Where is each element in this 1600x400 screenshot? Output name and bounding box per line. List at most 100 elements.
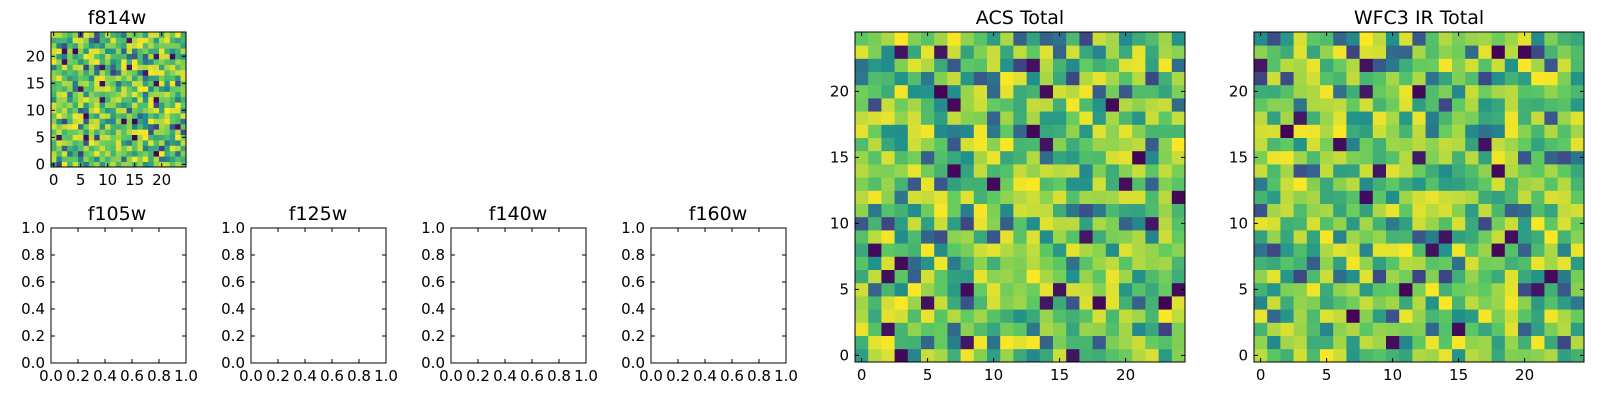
heatmap-cell	[1504, 111, 1519, 125]
heatmap-cell	[1053, 150, 1067, 165]
heatmap-cell	[142, 96, 149, 103]
heatmap-cell	[921, 58, 935, 72]
heatmap-cell	[947, 282, 961, 297]
heatmap-cell	[1000, 256, 1014, 270]
heatmap-cell	[855, 230, 869, 244]
heatmap-cell	[1359, 177, 1374, 191]
heatmap-cell	[83, 64, 90, 71]
heatmap-cell	[1504, 84, 1519, 99]
heatmap-cell	[72, 48, 79, 54]
heatmap-cell	[1132, 58, 1146, 72]
heatmap-cell	[1504, 296, 1519, 310]
heatmap-cell	[1518, 269, 1532, 284]
heatmap-cell	[169, 113, 176, 119]
heatmap-cell	[1105, 269, 1120, 284]
heatmap-cell	[1254, 335, 1268, 350]
x-tick-label: 0	[49, 171, 59, 189]
heatmap-cell	[1438, 164, 1453, 178]
y-tick-label: 0.4	[421, 300, 445, 318]
heatmap-cell	[1359, 32, 1374, 46]
heatmap-cell	[1105, 84, 1120, 99]
heatmap-cell	[1333, 84, 1347, 99]
heatmap-cell	[105, 37, 111, 44]
heatmap-cell	[1465, 282, 1479, 297]
heatmap-cell	[987, 124, 1001, 138]
heatmap-cell	[987, 84, 1001, 99]
heatmap-cell	[1306, 296, 1321, 310]
heatmap-cell	[1171, 335, 1186, 350]
heatmap-cell	[947, 111, 961, 125]
heatmap-cell	[987, 309, 1001, 323]
heatmap-cell	[56, 86, 63, 92]
heatmap-cell	[1372, 45, 1387, 59]
heatmap-cell	[907, 243, 922, 257]
heatmap-cell	[169, 48, 176, 54]
heatmap-cell	[1570, 335, 1585, 350]
heatmap-cell	[907, 32, 922, 46]
heatmap-cell	[121, 69, 127, 76]
heatmap-cell	[1399, 150, 1413, 165]
heatmap-cell	[894, 296, 909, 310]
heatmap-cell	[1293, 230, 1308, 244]
heatmap-cell	[1092, 203, 1107, 218]
heatmap-cell	[1132, 216, 1146, 231]
heatmap-cell	[126, 123, 133, 130]
heatmap-cell	[121, 140, 127, 146]
heatmap-cell	[126, 69, 133, 76]
y-tick-label: 5	[839, 280, 849, 298]
heatmap-cell	[1079, 84, 1093, 99]
heatmap-cell	[1372, 348, 1387, 363]
heatmap-cell	[1465, 230, 1479, 244]
heatmap-cell	[1544, 150, 1558, 165]
heatmap-cell	[1079, 322, 1093, 336]
heatmap-cell	[137, 156, 144, 162]
heatmap-cell	[987, 137, 1001, 152]
heatmap-cell	[1000, 296, 1014, 310]
x-tick-label: 10	[984, 366, 1003, 384]
heatmap-cell	[1145, 203, 1159, 218]
heatmap-cell	[1145, 230, 1159, 244]
heatmap-cell	[1386, 203, 1400, 218]
heatmap-cell	[1066, 243, 1080, 257]
heatmap-cell	[1412, 203, 1426, 218]
heatmap-cell	[1145, 84, 1159, 99]
heatmap-cell	[61, 102, 68, 108]
heatmap-cell	[1000, 230, 1014, 244]
axis-ticks: 0.0 0.2 0.4 0.6 0.8 1.00.00.20.40.60.81.0	[221, 219, 398, 385]
heatmap-cell	[1544, 256, 1558, 270]
heatmap-cell	[1267, 98, 1281, 112]
heatmap-cell	[72, 32, 79, 38]
heatmap-cell	[1320, 177, 1334, 191]
heatmap-cell	[1544, 190, 1558, 204]
heatmap-cell	[1066, 230, 1080, 244]
heatmap-cell	[1504, 322, 1519, 336]
heatmap-cell	[1557, 190, 1572, 204]
heatmap-cell	[180, 129, 187, 135]
heatmap-cell	[1092, 269, 1107, 284]
heatmap-cell	[1465, 124, 1479, 138]
heatmap-cell	[1013, 111, 1027, 125]
heatmap-cell	[934, 45, 948, 59]
plot-area	[51, 228, 186, 363]
heatmap-cell	[1531, 309, 1545, 323]
heatmap-cell	[1333, 335, 1347, 350]
heatmap-cell	[1254, 137, 1268, 152]
heatmap-cell	[1306, 98, 1321, 112]
heatmap-cell	[1079, 216, 1093, 231]
heatmap-cell	[1372, 282, 1387, 297]
heatmap-cell	[1491, 32, 1506, 46]
heatmap-cell	[180, 102, 187, 108]
heatmap-cell	[1359, 269, 1374, 284]
heatmap-cell	[1372, 216, 1387, 231]
heatmap-cell	[1267, 71, 1281, 86]
heatmap-cell	[1267, 190, 1281, 204]
heatmap-cell	[1452, 150, 1466, 165]
heatmap-cell	[126, 80, 133, 87]
heatmap-cell	[148, 134, 154, 141]
heatmap-cell	[881, 243, 895, 257]
heatmap-cell	[1544, 309, 1558, 323]
heatmap-cell	[105, 140, 111, 146]
heatmap-cell	[1399, 348, 1413, 363]
heatmap-cell	[921, 269, 935, 284]
